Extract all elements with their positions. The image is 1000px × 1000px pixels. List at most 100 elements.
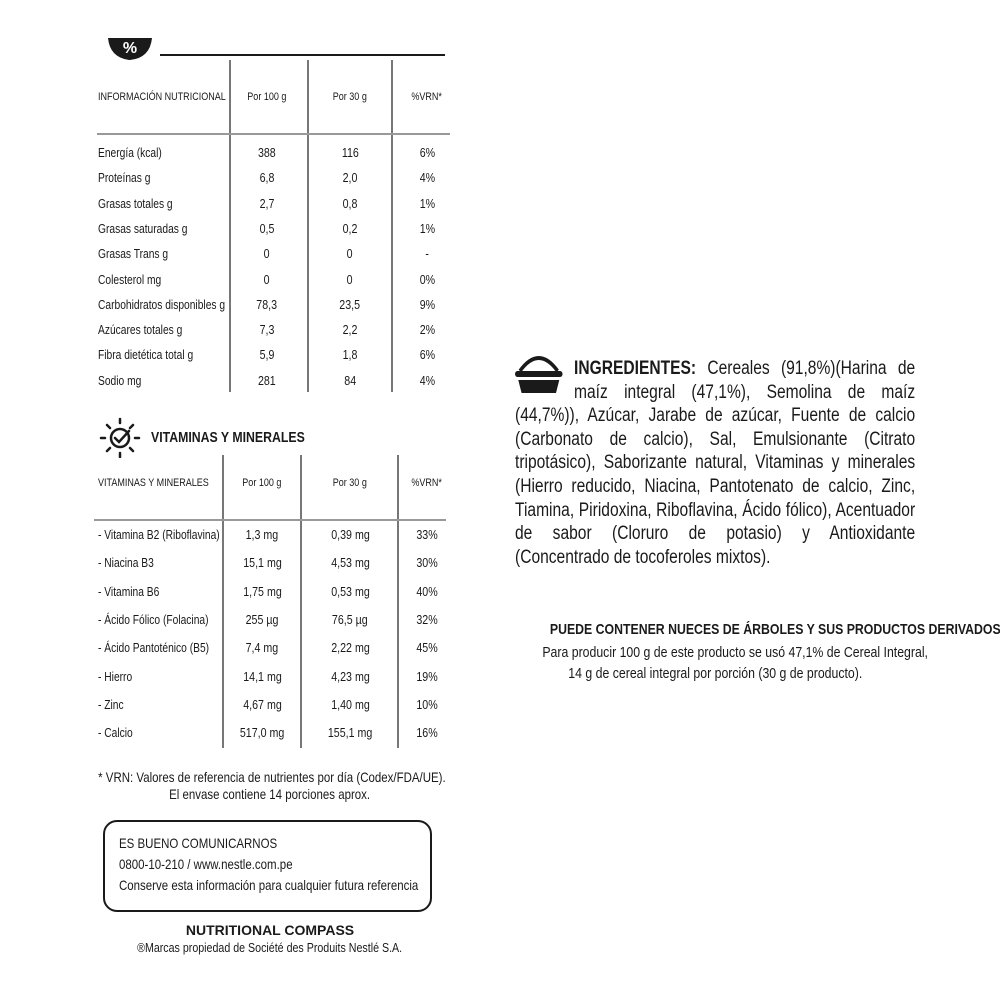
row-label: Energía (kcal) [98,146,162,160]
contact-box [103,820,432,912]
row-label: Grasas saturadas g [98,221,188,236]
table-cell: 4,53 mg [330,555,370,571]
table-cell: 30% [416,555,438,571]
table-cell: 4,23 mg [330,668,370,684]
allergen-warning: PUEDE CONTENER NUECES DE ÁRBOLES Y SUS P… [549,621,1000,638]
table-cell: 84 [344,372,356,388]
table-cell: 0,8 [342,195,358,211]
row-label: Azúcares totales g [98,323,183,338]
table-cell: 6% [419,347,435,363]
row-label: Grasas Trans g [98,247,169,262]
table-cell: 14,1 mg [242,668,282,684]
row-label: Carbohidratos disponibles g [98,297,226,312]
row-label: - Ácido Fólico (Folacina) [98,612,209,627]
contact-phone-web: 0800-10-210 / www.nestle.com.pe [119,856,293,872]
table-cell: 255 µg [245,611,279,627]
table-cell: 15,1 mg [242,555,282,571]
table-cell: 0% [419,271,435,287]
top-rule [160,54,445,56]
row-label: Sodio mg [98,373,142,388]
column-header: INFORMACIÓN NUTRICIONAL [98,91,226,103]
table-cell: 2,0 [342,170,358,186]
table-cell: 6,8 [259,170,275,186]
header-divider [94,519,446,521]
basket-icon [515,356,563,393]
table-cell: 4% [419,372,435,388]
table-cell: 76,5 µg [332,611,368,627]
ingredients-label: INGREDIENTES: [574,358,697,379]
column-divider [391,60,393,392]
table-cell: 5,9 [259,347,275,363]
row-label: - Vitamina B2 (Riboflavina) [98,528,220,542]
table-cell: - [425,246,429,262]
table-cell: 155,1 mg [327,725,373,741]
table-cell: 4% [419,170,435,186]
table-cell: 16% [416,725,438,741]
column-divider [397,455,399,748]
table-cell: 2,22 mg [330,640,370,656]
row-label: Grasas totales g [98,196,173,211]
table-cell: 0 [264,246,270,262]
column-header: VITAMINAS Y MINERALES [98,477,209,489]
contact-title: ES BUENO COMUNICARNOS [119,835,278,851]
sun-check-icon [99,417,141,458]
table-cell: 0,5 [259,220,275,236]
table-cell: 0 [347,246,353,262]
ingredients-list: Cereales (91,8%)(Harina de maíz integral… [515,358,916,568]
table-cell: 10% [416,696,438,712]
row-label: - Zinc [98,697,124,712]
table-cell: 1% [419,220,435,236]
table-cell: 0,2 [342,220,358,236]
svg-text:%: % [123,40,137,57]
table-cell: 0 [264,271,270,287]
row-label: - Vitamina B6 [98,584,160,599]
table-cell: 6% [419,145,435,160]
table-cell: 23,5 [339,296,361,312]
column-header: Por 100 g [247,91,287,103]
trademark-note: ®Marcas propiedad de Société des Produit… [137,940,403,955]
table-cell: 0,39 mg [330,527,370,542]
contact-note: Conserve esta información para cualquier… [119,877,419,893]
table-cell: 388 [258,145,276,160]
column-divider [300,455,302,748]
row-label: Fibra dietética total g [98,348,194,363]
table-cell: 116 [341,145,359,160]
table-cell: 32% [416,611,438,627]
row-label: - Ácido Pantoténico (B5) [98,641,210,656]
column-divider [222,455,224,748]
table-cell: 40% [416,583,438,599]
column-header: Por 100 g [242,477,282,489]
table-cell: 281 [258,372,276,388]
whole-grain-note-1: Para producir 100 g de este producto se … [542,644,928,661]
row-label: Proteínas g [98,171,151,186]
table-cell: 4,67 mg [242,696,282,712]
ingredients-text: INGREDIENTES: Cereales (91,8%)(Harina de… [515,356,916,569]
column-header: Por 30 g [332,477,368,489]
table-cell: 1,3 mg [245,527,279,542]
table-cell: 1,8 [342,347,358,363]
table-cell: 45% [416,640,438,656]
table-cell: 2,2 [342,322,358,338]
table-cell: 7,4 mg [245,640,279,656]
row-label: - Niacina B3 [98,556,154,571]
table-cell: 1,40 mg [330,696,370,712]
table-cell: 1,75 mg [242,583,282,599]
row-label: Colesterol mg [98,272,162,287]
table-cell: 19% [416,668,438,684]
whole-grain-note-2: 14 g de cereal integral por porción (30 … [567,665,863,682]
vitamins-title: VITAMINAS Y MINERALES [151,429,305,446]
table-cell: 0 [347,271,353,287]
table-cell: 78,3 [256,296,278,312]
percent-bowl-icon: % [108,38,152,60]
table-cell: 2% [419,322,435,338]
column-divider [229,60,231,392]
table-cell: 9% [419,296,435,312]
table-cell: 517,0 mg [239,725,285,741]
table-cell: 2,7 [259,195,275,211]
column-header: %VRN* [411,91,443,103]
table-cell: 7,3 [259,322,275,338]
column-divider [307,60,309,392]
nutritional-compass-title: NUTRITIONAL COMPASS [185,922,355,938]
table-cell: 33% [416,527,438,542]
row-label: - Hierro [98,669,133,684]
